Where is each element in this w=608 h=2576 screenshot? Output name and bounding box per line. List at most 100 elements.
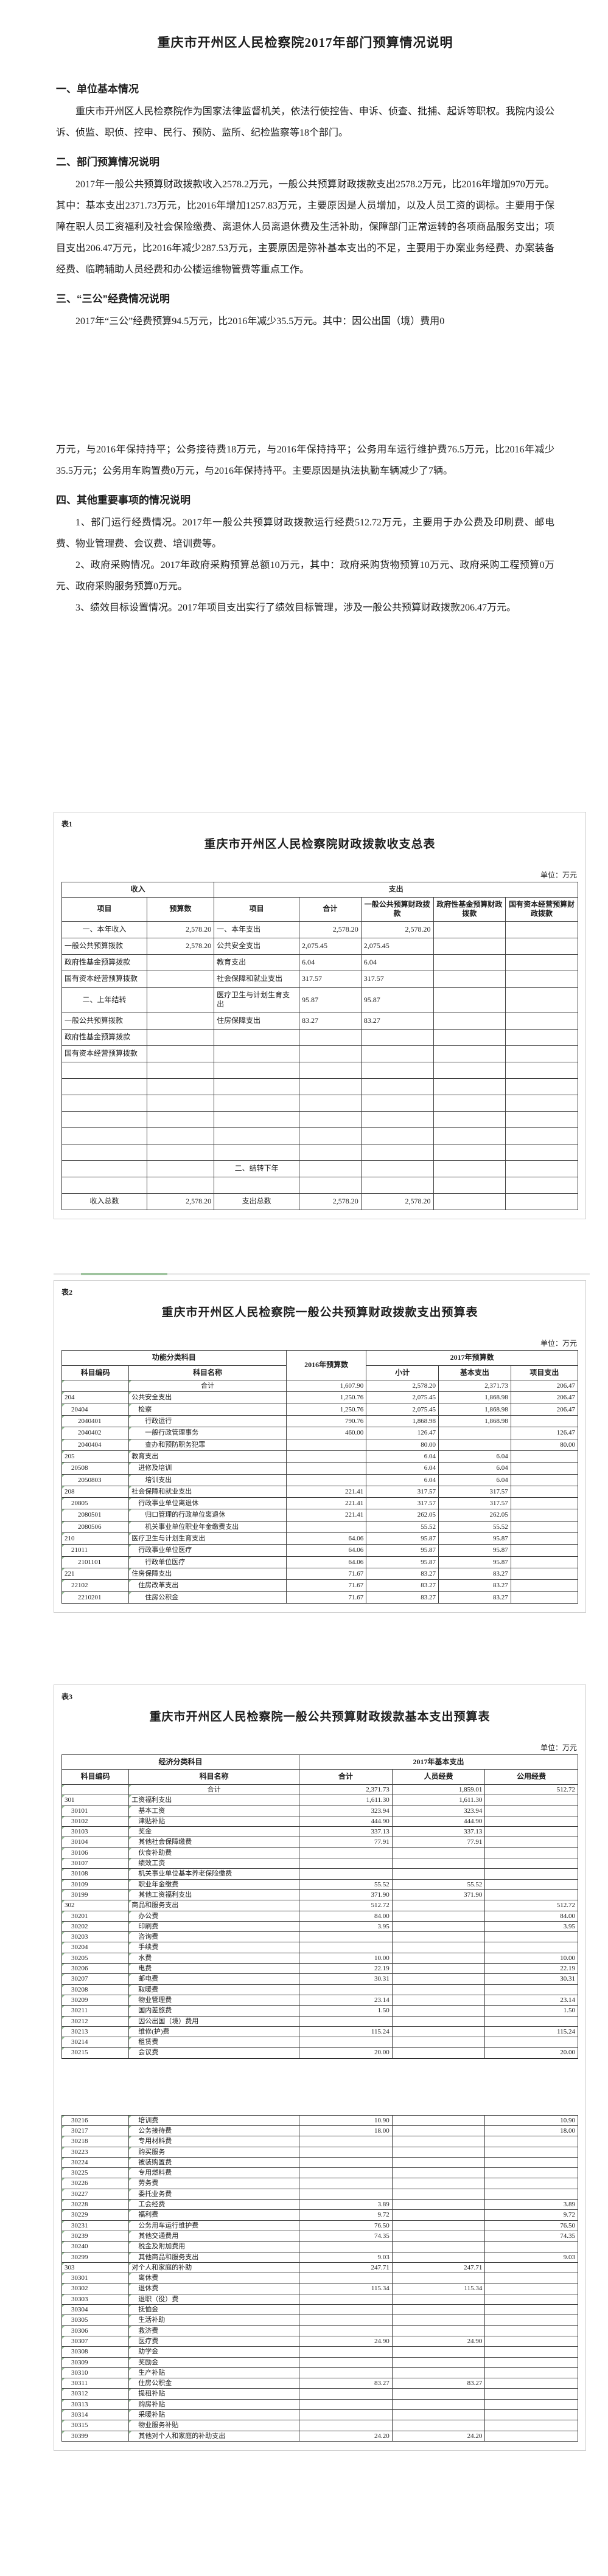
table-cell-empty xyxy=(285,1438,367,1451)
table-cell: 3.89 xyxy=(484,2199,578,2211)
section-heading-budget: 二、部门预算情况说明 xyxy=(56,156,159,168)
table-cell: 30102 xyxy=(61,1815,130,1827)
table-cell: 83.27 xyxy=(299,1012,362,1030)
table-cell: 2,371.73 xyxy=(299,1784,393,1796)
table-cell: 购房补贴 xyxy=(128,2398,300,2411)
table-row: 208 社会保障和就业支出 221.41 317.57 317.57 xyxy=(61,1485,579,1498)
table-cell: 95.87 xyxy=(438,1544,511,1557)
table-cell: 租赁费 xyxy=(128,2037,300,2048)
table-cell-empty xyxy=(299,2273,393,2284)
table-cell-empty xyxy=(433,1094,506,1112)
table-cell-empty xyxy=(391,1984,486,1995)
table2-box: 表2 重庆市开州区人民检察院一般公共预算财政拨款支出预算表 单位：万元 功能分类… xyxy=(54,1279,586,1613)
table2-title: 重庆市开州区人民检察院一般公共预算财政拨款支出预算表 xyxy=(161,1306,478,1319)
table-cell-empty xyxy=(391,2037,486,2048)
table-cell-empty xyxy=(61,1061,147,1079)
table-cell: 512.72 xyxy=(484,1784,578,1796)
table-cell-empty xyxy=(484,2367,578,2379)
table-cell: 30199 xyxy=(61,1889,130,1901)
table-cell-empty xyxy=(391,2293,486,2305)
table-cell-empty xyxy=(391,2241,486,2252)
table-row: 2050803 培训支出 6.04 6.04 xyxy=(61,1473,579,1486)
table-cell: 30306 xyxy=(61,2325,130,2336)
table-cell: 83.27 xyxy=(366,1579,439,1592)
table-cell-empty xyxy=(433,954,506,971)
table-cell: 工会经费 xyxy=(128,2199,300,2211)
table-cell-empty xyxy=(505,954,578,971)
table-cell-empty xyxy=(61,1094,147,1112)
table-cell: 税金及附加费用 xyxy=(128,2241,300,2252)
table-cell: 专用材料费 xyxy=(128,2136,300,2147)
table-cell: 住房保障支出 xyxy=(214,1012,300,1030)
table-cell: 2,578.20 xyxy=(299,1193,362,1210)
table-cell-empty xyxy=(433,1193,506,1210)
table-cell: 6.04 xyxy=(366,1462,439,1475)
table-cell: 查办和预防职务犯罪 xyxy=(128,1438,287,1451)
table-cell: 取暖费 xyxy=(128,1984,300,1995)
paragraph-basic-info: 重庆市开州区人民检察院作为国家法律监督机关，依法行使控告、申诉、侦查、批捕、起诉… xyxy=(56,106,554,138)
table-cell: 23.14 xyxy=(484,1994,578,2006)
table-cell-empty xyxy=(505,921,578,938)
table-row: 2040401 行政运行 790.76 1,868.98 1,868.98 xyxy=(61,1415,579,1428)
table-cell-empty xyxy=(146,1127,215,1144)
header-project-expense: 项目支出 xyxy=(510,1365,579,1381)
table-cell: 84.00 xyxy=(299,1910,393,1922)
table-cell-empty xyxy=(360,1176,434,1194)
table-cell: 培训费 xyxy=(128,2114,300,2127)
table3-title: 重庆市开州区人民检察院一般公共预算财政拨款基本支出预算表 xyxy=(149,1710,491,1723)
table-cell: 221.41 xyxy=(285,1485,367,1498)
table-cell-empty xyxy=(299,2156,393,2169)
table-cell: 退休费 xyxy=(128,2283,300,2294)
table-cell-empty xyxy=(484,1868,578,1880)
table-cell: 95.87 xyxy=(366,1544,439,1557)
table-cell: 30303 xyxy=(61,2293,130,2305)
table-cell: 3.95 xyxy=(484,1920,578,1933)
table-cell: 221 xyxy=(61,1567,130,1581)
table-cell: 206.47 xyxy=(510,1380,579,1393)
table-cell-empty xyxy=(391,2304,486,2316)
table-row xyxy=(61,1176,578,1194)
table-cell: 二、上年结转 xyxy=(61,986,147,1013)
table-cell: 262.05 xyxy=(366,1509,439,1522)
table-cell-empty xyxy=(484,2136,578,2147)
table-cell-empty xyxy=(391,1994,486,2006)
table-cell: 邮电费 xyxy=(128,1973,300,1985)
section-heading-sangong: 三、“三公”经费情况说明 xyxy=(56,293,170,305)
table-cell: 95.87 xyxy=(366,1556,439,1568)
table-cell-empty xyxy=(391,1858,486,1869)
table-cell: 二、结转下年 xyxy=(214,1160,300,1177)
table-cell: 317.57 xyxy=(366,1497,439,1510)
table-cell: 医疗卫生与计划生育支出 xyxy=(128,1532,287,1545)
header-personnel-funds: 人员经费 xyxy=(391,1769,486,1785)
table-cell: 55.52 xyxy=(299,1878,393,1890)
header-functional-category: 功能分类科目 xyxy=(61,1349,287,1366)
table-row: 30310 生产补贴 xyxy=(61,2367,578,2379)
header-expense-item: 项目 xyxy=(214,896,300,922)
table-cell-empty xyxy=(484,1815,578,1827)
table-cell: 1.50 xyxy=(299,2005,393,2017)
header-subject-name: 科目名称 xyxy=(128,1769,300,1785)
table-cell: 22.19 xyxy=(484,1963,578,1975)
table-cell-empty xyxy=(510,1497,579,1510)
table-cell-empty xyxy=(391,2398,486,2411)
table-cell: 6.04 xyxy=(438,1462,511,1475)
table-cell-empty xyxy=(510,1520,579,1534)
table-cell-empty xyxy=(391,2356,486,2368)
table-cell: 317.57 xyxy=(366,1485,439,1498)
table-cell: 30.31 xyxy=(299,1973,393,1985)
table-cell-empty xyxy=(299,1858,393,1869)
table-cell-empty xyxy=(484,2409,578,2421)
table-cell-empty xyxy=(433,1012,506,1030)
table-cell: 10.90 xyxy=(484,2114,578,2127)
table-row: 二、结转下年 xyxy=(61,1160,578,1177)
table-header-row: 科目编码 科目名称 合计 人员经费 公用经费 xyxy=(61,1769,578,1785)
table-cell: 83.27 xyxy=(438,1579,511,1592)
table-row: 30224 被装购置费 xyxy=(61,2156,578,2169)
table-cell: 30315 xyxy=(61,2420,130,2431)
table-cell-empty xyxy=(391,2047,486,2059)
table-row: 302 商品和服务支出 512.72 512.72 xyxy=(61,1900,578,1911)
table-cell-empty xyxy=(299,1847,393,1859)
table-cell-empty xyxy=(484,2156,578,2169)
table-cell-empty xyxy=(433,937,506,955)
